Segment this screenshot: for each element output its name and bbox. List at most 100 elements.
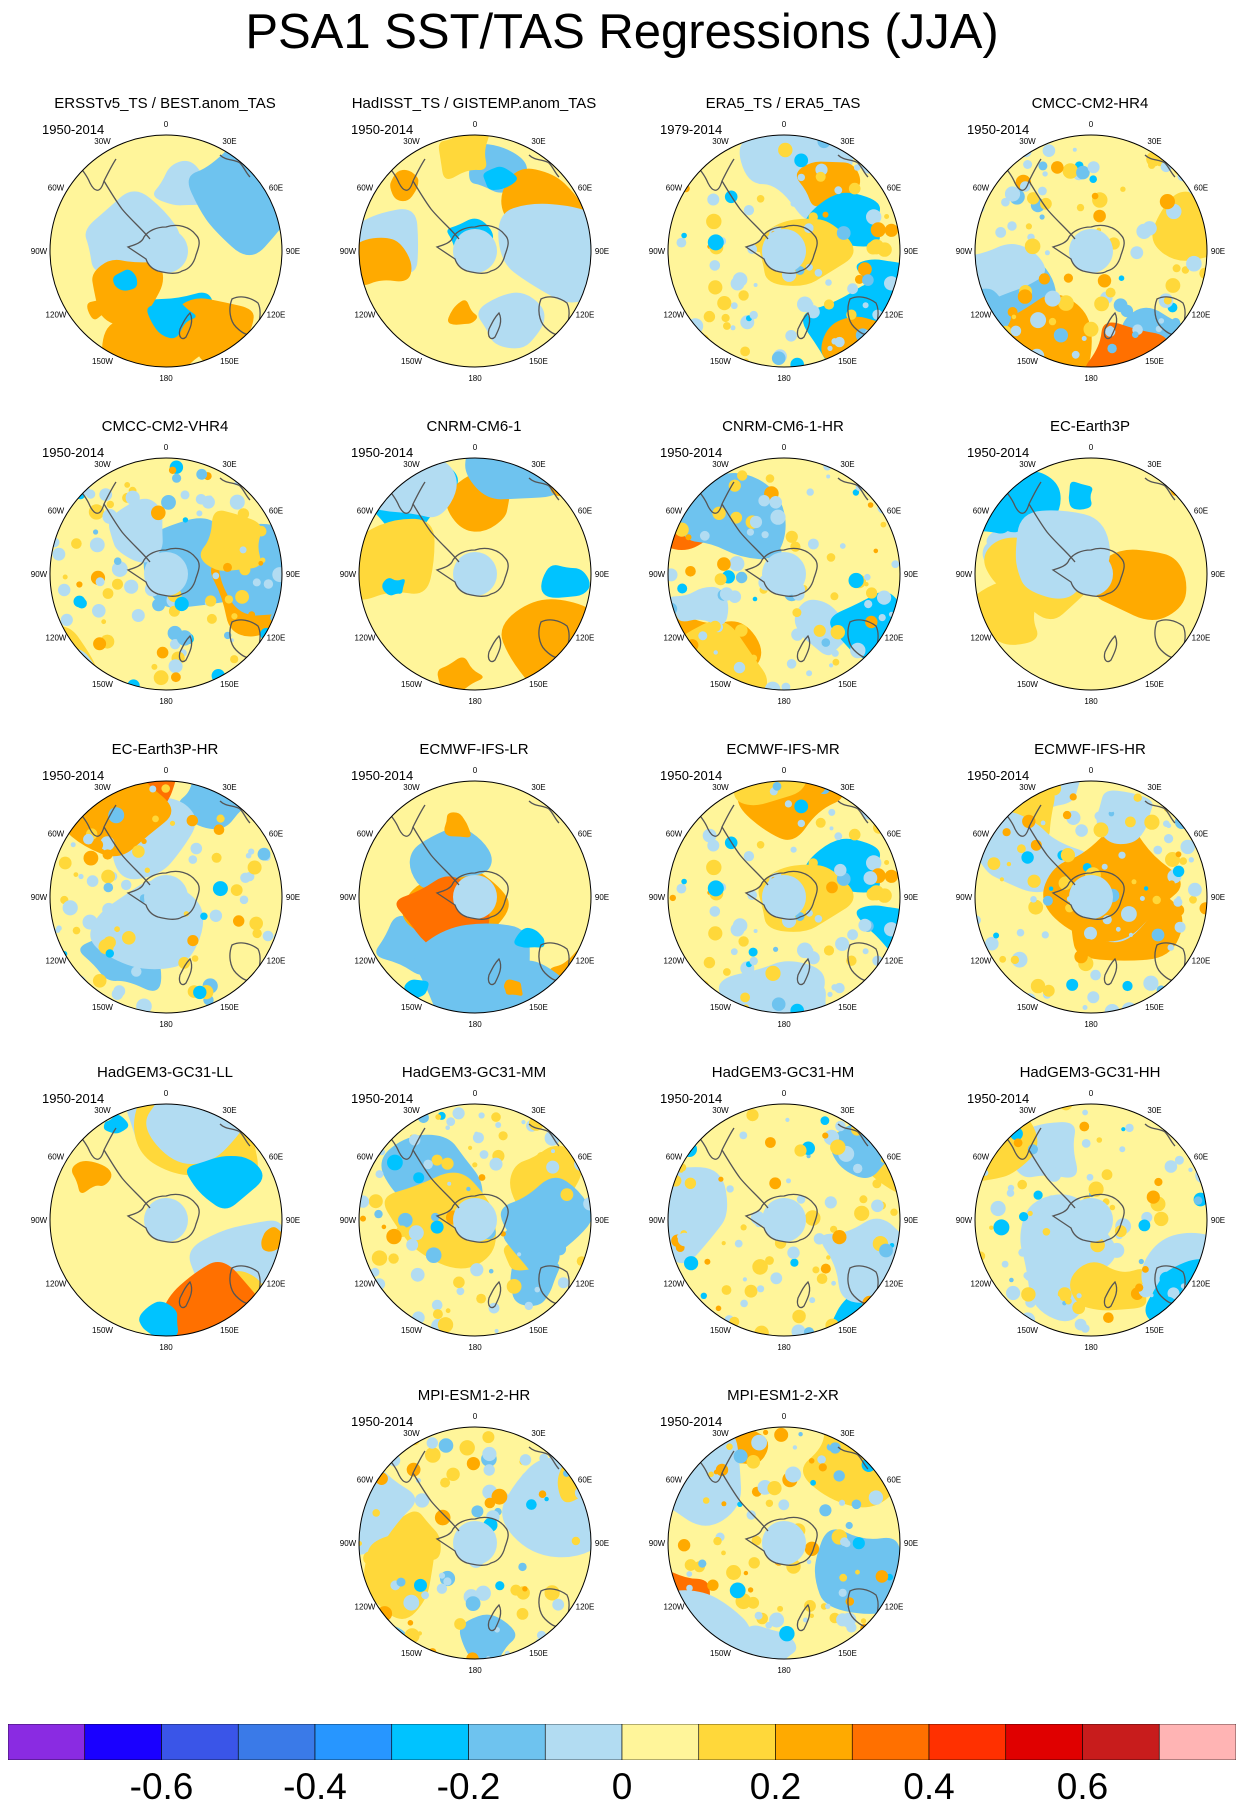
map-panel: HadGEM3-GC31-HM 0 30E 60E 90E 120E 150E 180 150W… (633, 1064, 933, 1384)
longitude-label: 150E (220, 1003, 239, 1012)
longitude-label: 120E (576, 634, 595, 643)
longitude-label: 30W (403, 460, 420, 469)
map-panel: ERSSTv5_TS / BEST.anom_TAS 0 30E 60E 90E 120E… (15, 95, 315, 415)
colorbar-segment (621, 1724, 700, 1760)
panel-title: CNRM-CM6-1-HR (722, 418, 844, 435)
map-panel: MPI-ESM1-2-HR 0 30E 60E 90E 120E 150E 180 150W 12… (324, 1387, 624, 1707)
longitude-label: 60W (48, 830, 65, 839)
panel-title: EC-Earth3P-HR (111, 741, 219, 758)
longitude-label: 30E (840, 1106, 854, 1115)
longitude-label: 150E (1145, 1003, 1164, 1012)
polar-map: 0 30E 60E 90E 120E 150E 180 150W 120W 90W 60W 30W (649, 1089, 918, 1352)
longitude-label: 60E (887, 1153, 901, 1162)
panel-title: MPI-ESM1-2-HR (417, 1387, 531, 1404)
longitude-label: 180 (159, 697, 173, 706)
longitude-label: 90W (956, 893, 973, 902)
colorbar-segment (84, 1724, 162, 1760)
longitude-label: 120E (267, 311, 286, 320)
map-panel: CNRM-CM6-1 0 30E 60E 90E 120E 150E 180 150W 120W 9… (324, 418, 624, 738)
longitude-label: 120E (267, 634, 286, 643)
regression-field (668, 1104, 900, 1336)
longitude-label: 150W (710, 1326, 731, 1335)
longitude-label: 60W (357, 184, 374, 193)
colorbar-segment (161, 1724, 239, 1760)
regression-field (668, 781, 900, 1013)
longitude-label: 120W (355, 957, 376, 966)
longitude-label: 30W (94, 460, 111, 469)
longitude-label: 90W (31, 570, 48, 579)
longitude-label: 30W (1019, 460, 1036, 469)
longitude-label: 30W (1019, 137, 1036, 146)
longitude-label: 150W (401, 680, 422, 689)
map-panel: ECMWF-IFS-MR 0 30E 60E 90E 120E 150E 180 150W 120… (633, 741, 933, 1061)
longitude-label: 90W (956, 570, 973, 579)
longitude-label: 180 (468, 1666, 482, 1675)
longitude-label: 60E (887, 1476, 901, 1485)
longitude-label: 120E (885, 311, 904, 320)
longitude-label: 0 (782, 1089, 787, 1098)
longitude-label: 150E (529, 1326, 548, 1335)
longitude-label: 60W (973, 830, 990, 839)
longitude-label: 30W (403, 1106, 420, 1115)
panel-title: ECMWF-IFS-MR (726, 741, 840, 758)
longitude-label: 180 (468, 374, 482, 383)
polar-map: 0 30E 60E 90E 120E 150E 180 150W 120W 90W 60W 30W (340, 1089, 609, 1352)
longitude-label: 120W (971, 311, 992, 320)
longitude-label: 60E (1194, 507, 1208, 516)
regression-field (359, 458, 591, 690)
longitude-label: 30E (222, 1106, 236, 1115)
longitude-label: 30W (94, 1106, 111, 1115)
regression-field (359, 1427, 591, 1659)
panel-title: ERSSTv5_TS / BEST.anom_TAS (54, 95, 276, 112)
panel-title: ERA5_TS / ERA5_TAS (705, 95, 861, 112)
longitude-label: 180 (468, 1343, 482, 1352)
colorbar-tick-label: -0.4 (283, 1766, 347, 1807)
colorbar-tick-label: 0.6 (1056, 1766, 1109, 1807)
panel-period: 1950-2014 (351, 1091, 414, 1106)
panel-title: CMCC-CM2-HR4 (1031, 95, 1149, 112)
longitude-label: 90E (904, 1216, 918, 1225)
longitude-label: 0 (473, 766, 478, 775)
longitude-label: 150W (401, 357, 422, 366)
longitude-label: 30E (222, 783, 236, 792)
longitude-label: 60E (887, 507, 901, 516)
longitude-label: 120W (46, 311, 67, 320)
longitude-label: 150W (1017, 1003, 1038, 1012)
map-boundary (974, 457, 1208, 691)
map-panel: ERA5_TS / ERA5_TAS 0 30E 60E 90E 120E 150E 180 1… (633, 95, 933, 415)
longitude-label: 90W (340, 893, 357, 902)
regression-field (975, 1104, 1207, 1336)
panel-period: 1950-2014 (660, 1414, 723, 1429)
longitude-label: 180 (777, 1020, 791, 1029)
panel-period: 1950-2014 (967, 1091, 1030, 1106)
longitude-label: 120E (1192, 634, 1211, 643)
longitude-label: 90W (340, 1539, 357, 1548)
map-boundary (358, 780, 592, 1014)
map-boundary (974, 1103, 1208, 1337)
longitude-label: 90E (595, 247, 609, 256)
map-panel: MPI-ESM1-2-XR 0 30E 60E 90E 120E 150E 180 150W 12… (633, 1387, 933, 1707)
longitude-label: 120E (576, 311, 595, 320)
longitude-label: 0 (164, 120, 169, 129)
longitude-label: 30W (712, 137, 729, 146)
map-panel: EC-Earth3P-HR 0 30E 60E 90E 120E 150E 180 150W 12… (15, 741, 315, 1061)
longitude-label: 90W (340, 247, 357, 256)
panel-period: 1950-2014 (351, 1414, 414, 1429)
longitude-label: 0 (164, 766, 169, 775)
longitude-label: 150W (1017, 680, 1038, 689)
longitude-label: 60E (1194, 830, 1208, 839)
longitude-label: 30E (1147, 1106, 1161, 1115)
longitude-label: 150W (710, 357, 731, 366)
longitude-label: 120W (664, 1280, 685, 1289)
longitude-label: 60E (269, 1153, 283, 1162)
longitude-label: 150E (838, 1649, 857, 1658)
longitude-label: 90W (340, 570, 357, 579)
map-panel: CNRM-CM6-1-HR 0 30E 60E 90E 120E 150E 180 150W 12… (633, 418, 933, 738)
longitude-label: 30W (712, 783, 729, 792)
panel-title: HadGEM3-GC31-MM (401, 1064, 547, 1081)
longitude-label: 180 (777, 374, 791, 383)
longitude-label: 60E (578, 1476, 592, 1485)
longitude-label: 120E (1192, 957, 1211, 966)
longitude-label: 30E (222, 460, 236, 469)
colorbar-tick-label: -0.2 (436, 1766, 501, 1807)
